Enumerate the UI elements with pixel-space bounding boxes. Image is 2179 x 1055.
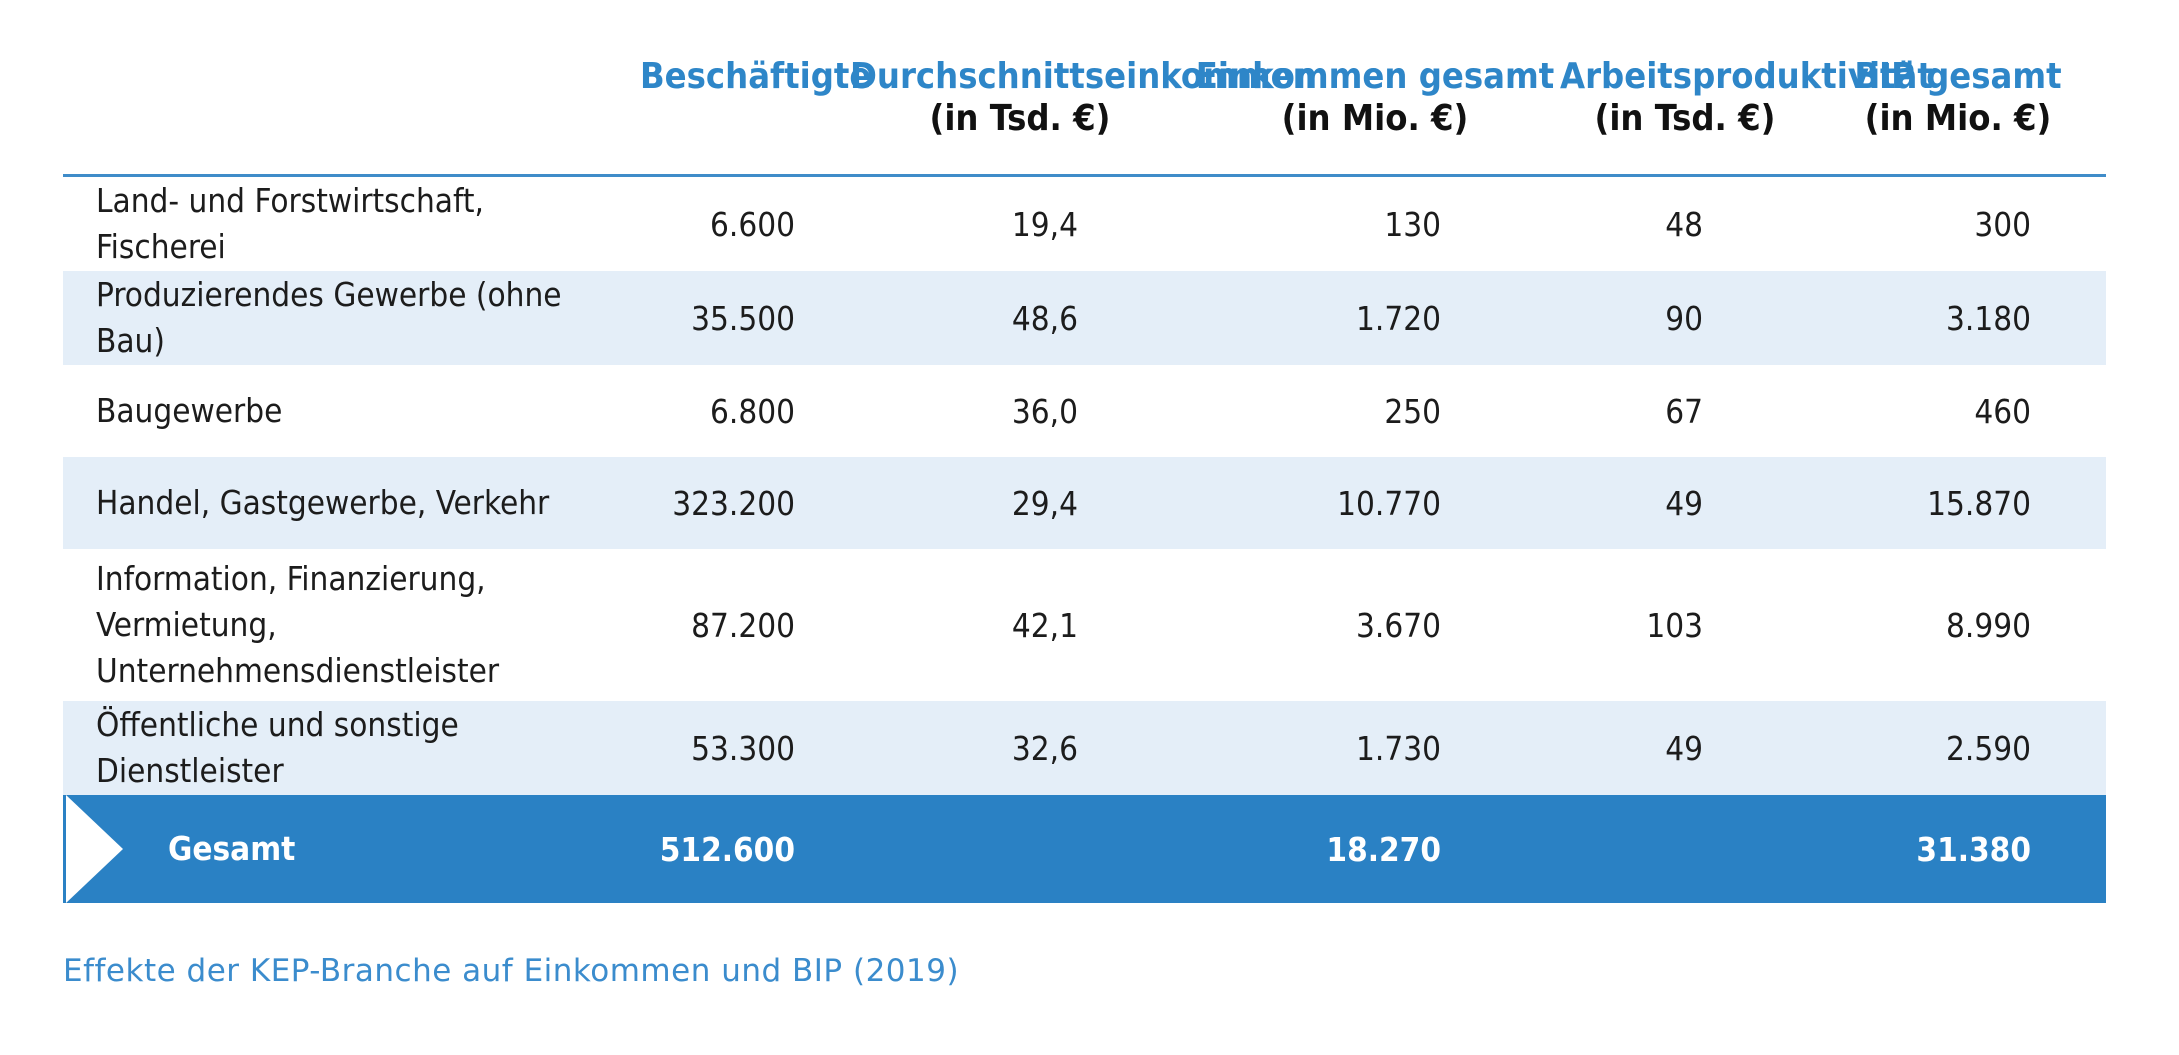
value-cell: 6.800 (640, 365, 850, 457)
total-arrow-icon (66, 795, 123, 903)
total-row: Gesamt 512.600 18.270 31.380 (63, 795, 2106, 903)
value-cell: 300 (1810, 175, 2106, 271)
value-cell: 15.870 (1810, 457, 2106, 549)
kep-effects-table: Beschäftigte Durchschnittseinkommen (in … (63, 0, 2106, 903)
value-cell: 49 (1560, 701, 1810, 795)
row-label: Produzierendes Gewerbe (ohne Bau) (63, 271, 640, 365)
row-label: Information, Finanzierung, Vermietung, U… (63, 549, 640, 701)
table-header: Beschäftigte Durchschnittseinkommen (in … (63, 0, 2106, 177)
figure-caption: Effekte der KEP-Branche auf Einkommen un… (63, 953, 960, 989)
column-unit: (in Mio. €) (1864, 98, 2052, 139)
value-cell: 103 (1560, 549, 1810, 701)
value-cell: 36,0 (850, 365, 1190, 457)
value-cell: 35.500 (640, 271, 850, 365)
table-row: Öffentliche und sonstige Dienstleister 5… (63, 701, 2106, 795)
value-cell: 8.990 (1810, 549, 2106, 701)
value-cell: 67 (1560, 365, 1810, 457)
row-label: Öffentliche und sonstige Dienstleister (63, 701, 640, 795)
table-row: Land- und Forstwirtschaft, Fischerei 6.6… (63, 175, 2106, 271)
value-cell: 48,6 (850, 271, 1190, 365)
value-cell: 10.770 (1190, 457, 1560, 549)
table-row: Baugewerbe 6.800 36,0 250 67 460 (63, 365, 2106, 457)
total-value-cell (1560, 795, 1810, 903)
value-cell: 29,4 (850, 457, 1190, 549)
column-unit: (in Tsd. €) (929, 98, 1111, 139)
total-value-cell: 512.600 (640, 795, 850, 903)
value-cell: 6.600 (640, 175, 850, 271)
column-header-einkommen-gesamt: Einkommen gesamt (in Mio. €) (1190, 0, 1560, 177)
value-cell: 48 (1560, 175, 1810, 271)
value-cell: 1.720 (1190, 271, 1560, 365)
value-cell: 3.670 (1190, 549, 1560, 701)
value-cell: 323.200 (640, 457, 850, 549)
value-cell: 90 (1560, 271, 1810, 365)
column-header-empty (63, 0, 640, 177)
value-cell: 2.590 (1810, 701, 2106, 795)
value-cell: 19,4 (850, 175, 1190, 271)
column-header-beschaeftigte: Beschäftigte (640, 0, 872, 177)
value-cell: 1.730 (1190, 701, 1560, 795)
column-header-arbeitsproduktivitaet: Arbeitsproduktivität (in Tsd. €) (1560, 0, 1933, 177)
value-cell: 3.180 (1810, 271, 2106, 365)
column-header-label: Arbeitsproduktivität (1560, 56, 1933, 97)
column-header-label: Durchschnittseinkommen (850, 56, 1316, 97)
value-cell: 130 (1190, 175, 1560, 271)
value-cell: 460 (1810, 365, 2106, 457)
column-header-label: Beschäftigte (640, 56, 872, 97)
total-row-label: Gesamt (63, 795, 640, 903)
total-value-cell: 18.270 (1190, 795, 1560, 903)
row-label: Baugewerbe (63, 365, 640, 457)
column-unit: (in Mio. €) (1281, 98, 1469, 139)
row-label: Handel, Gastgewerbe, Verkehr (63, 457, 640, 549)
value-cell: 32,6 (850, 701, 1190, 795)
total-value-cell (850, 795, 1190, 903)
column-header-label: BIP gesamt (1854, 56, 2062, 97)
value-cell: 53.300 (640, 701, 850, 795)
table-row: Handel, Gastgewerbe, Verkehr 323.200 29,… (63, 457, 2106, 549)
row-label: Land- und Forstwirtschaft, Fischerei (63, 175, 640, 271)
total-value-cell: 31.380 (1810, 795, 2106, 903)
value-cell: 49 (1560, 457, 1810, 549)
column-header-bip-gesamt: BIP gesamt (in Mio. €) (1810, 0, 2106, 177)
column-header-label: Einkommen gesamt (1195, 56, 1555, 97)
value-cell: 87.200 (640, 549, 850, 701)
column-header-durchschnittseinkommen: Durchschnittseinkommen (in Tsd. €) (850, 0, 1316, 177)
value-cell: 42,1 (850, 549, 1190, 701)
column-unit: (in Tsd. €) (1594, 98, 1776, 139)
total-label-text: Gesamt (168, 829, 296, 868)
value-cell: 250 (1190, 365, 1560, 457)
table-row: Information, Finanzierung, Vermietung, U… (63, 549, 2106, 701)
table-row: Produzierendes Gewerbe (ohne Bau) 35.500… (63, 271, 2106, 365)
